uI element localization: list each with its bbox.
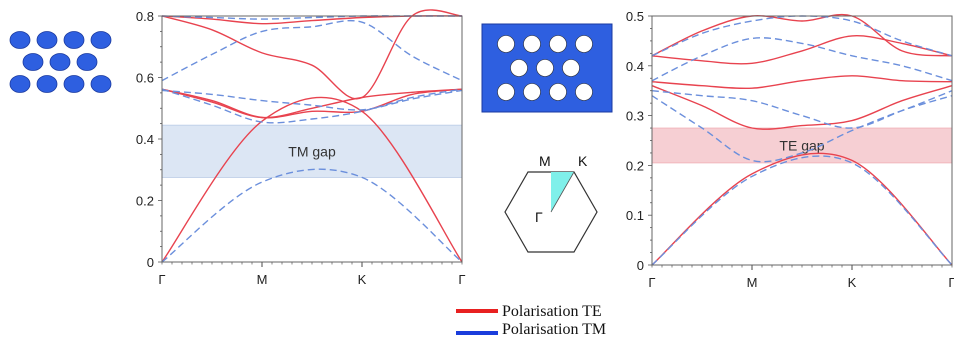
te-band-line [161,9,463,100]
x-tick-label: K [358,272,367,287]
x-tick-label: M [257,272,268,287]
rod-lattice-icon [9,31,112,93]
dielectric-rod [36,31,58,49]
legend: Polarisation TE Polarisation TM [456,303,606,338]
air-hole [549,83,567,101]
air-hole [575,83,593,101]
te-band-line [651,85,953,130]
te-gap-band [651,127,953,164]
y-tick-label: 0 [637,258,644,273]
legend-label-te: Polarisation TE [502,303,602,320]
te-band-line [161,88,463,119]
te-band-line [161,96,463,263]
te-gap-chart: TE gap 0 0.1 0.2 0.3 0.4 0.5 Γ M K Γ [626,9,954,290]
x-tick-label: K [848,275,857,290]
air-hole [536,59,554,77]
te-band-line [651,35,953,65]
tm-gap-chart: TM gap 0 0.2 0.4 0.6 0.8 Γ M K Γ [136,9,466,287]
tm-band-line [161,89,463,111]
x-tick-label: Γ [648,275,655,290]
y-tick-label: 0.2 [136,194,154,209]
tm-gap-band [161,124,463,178]
x-tick-label: Γ [948,275,954,290]
x-tick-label: Γ [158,272,165,287]
hole-lattice-icon [481,23,613,113]
dielectric-rod [36,75,58,93]
air-hole [497,35,515,53]
te-band-line [651,75,953,90]
brillouin-zone-icon: M K Γ [504,153,598,253]
y-tick-label: 0.6 [136,71,154,86]
y-tick-label: 0.1 [626,208,644,223]
tm-band-line [161,15,462,20]
tm-band-line [651,90,953,129]
air-hole [523,35,541,53]
y-tick-label: 0.4 [626,59,644,74]
x-tick-label: M [747,275,758,290]
air-hole [549,35,567,53]
air-hole [510,59,528,77]
air-hole [523,83,541,101]
y-tick-label: 0.5 [626,9,644,24]
bz-label-gamma: Γ [535,209,543,225]
tm-band-line [161,19,463,82]
air-hole [497,83,515,101]
tm-band-line [161,168,463,263]
dielectric-rod [22,53,44,71]
te-band-line [651,13,953,57]
bz-label-m: M [539,153,551,169]
y-tick-label: 0.4 [136,132,154,147]
dielectric-rod [9,31,31,49]
bz-label-k: K [578,153,588,169]
y-tick-label: 0.8 [136,9,154,24]
legend-label-tm: Polarisation TM [502,321,606,338]
x-tick-label: Γ [458,272,465,287]
te-band-line [651,152,953,266]
tm-band-line [651,155,953,266]
dielectric-rod [49,53,71,71]
y-tick-label: 0 [147,255,154,270]
dielectric-rod [90,75,112,93]
te-band-line [161,88,463,119]
air-hole [575,35,593,53]
dielectric-rod [90,31,112,49]
y-tick-label: 0.3 [626,109,644,124]
tm-band-line [651,37,953,82]
gap-label: TM gap [288,143,336,159]
dielectric-rod [9,75,31,93]
air-hole [562,59,580,77]
tm-band-line [651,15,953,57]
tm-band-line [161,88,463,124]
dielectric-rod [63,75,85,93]
y-tick-label: 0.2 [626,158,644,173]
dielectric-rod [76,53,98,71]
wedge-edge [550,171,575,213]
dielectric-rod [63,31,85,49]
gap-label: TE gap [779,137,824,153]
